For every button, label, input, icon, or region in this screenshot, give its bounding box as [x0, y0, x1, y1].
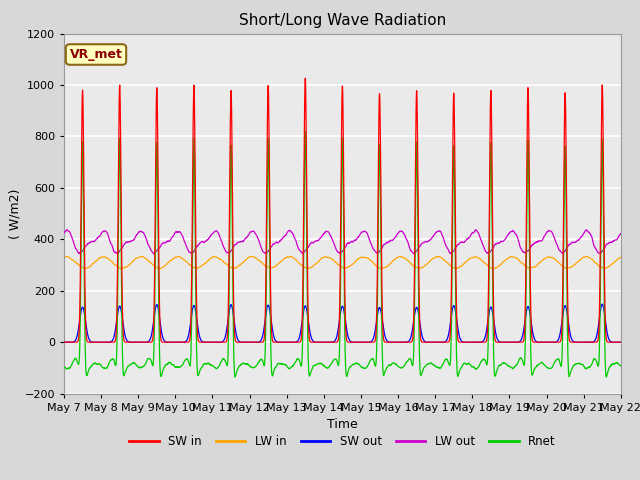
X-axis label: Time: Time	[327, 418, 358, 431]
Y-axis label: ( W/m2): ( W/m2)	[9, 189, 22, 239]
Legend: SW in, LW in, SW out, LW out, Rnet: SW in, LW in, SW out, LW out, Rnet	[124, 430, 561, 453]
Text: VR_met: VR_met	[70, 48, 122, 61]
Title: Short/Long Wave Radiation: Short/Long Wave Radiation	[239, 13, 446, 28]
